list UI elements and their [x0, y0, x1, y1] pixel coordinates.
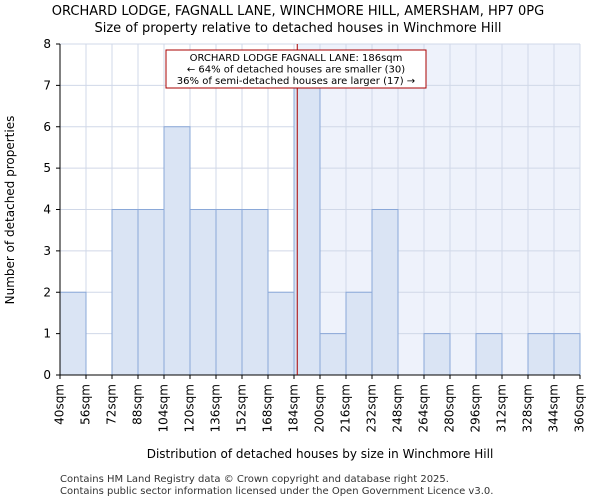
x-tick-label: 72sqm — [105, 384, 119, 425]
x-tick-label: 120sqm — [183, 384, 197, 432]
annotation-line: 36% of semi-detached houses are larger (… — [177, 76, 415, 87]
y-tick-label: 1 — [43, 327, 51, 341]
histogram-bar — [215, 209, 243, 376]
x-tick-label: 264sqm — [417, 384, 431, 432]
y-axis-label: Number of detached properties — [3, 116, 17, 305]
x-tick-label: 312sqm — [495, 384, 509, 432]
histogram-bar — [527, 333, 555, 376]
histogram-bar — [189, 209, 217, 376]
histogram-bar — [553, 333, 581, 376]
histogram-bar — [423, 333, 451, 376]
y-tick-label: 3 — [43, 244, 51, 258]
histogram-bar — [163, 126, 191, 376]
y-tick-label: 6 — [43, 120, 51, 134]
histogram-bar — [319, 333, 347, 376]
x-tick-label: 40sqm — [53, 384, 67, 425]
x-tick-label: 56sqm — [79, 384, 93, 425]
y-tick-label: 2 — [43, 285, 51, 299]
x-tick-label: 232sqm — [365, 384, 379, 432]
x-tick-label: 104sqm — [157, 384, 171, 432]
histogram-bar — [293, 84, 321, 376]
histogram-bar — [137, 209, 165, 376]
x-tick-label: 88sqm — [131, 384, 145, 425]
histogram-bar — [59, 291, 87, 376]
y-tick-label: 8 — [43, 37, 51, 51]
y-tick-label: 7 — [43, 78, 51, 92]
x-tick-label: 328sqm — [521, 384, 535, 432]
plot-area: 0 1 2 3 4 5 6 7 8 40sqm 56sqm 72sqm 88sqm 104sqm 120sq… — [43, 37, 586, 432]
histogram-bar — [345, 291, 373, 376]
x-axis-label: Distribution of detached houses by size … — [147, 447, 494, 461]
x-tick-label: 184sqm — [287, 384, 301, 432]
x-tick-label: 216sqm — [339, 384, 353, 432]
annotation-line: ORCHARD LODGE FAGNALL LANE: 186sqm — [190, 53, 403, 64]
x-tick-label: 280sqm — [443, 384, 457, 432]
chart-title: ORCHARD LODGE, FAGNALL LANE, WINCHMORE H… — [52, 4, 544, 19]
x-tick-label: 136sqm — [209, 384, 223, 432]
x-tick-label: 296sqm — [469, 384, 483, 432]
y-tick-label: 4 — [43, 203, 51, 217]
annotation-box — [165, 49, 427, 89]
x-tick-label: 344sqm — [547, 384, 561, 432]
y-tick-label: 0 — [43, 368, 51, 382]
histogram-bar — [371, 209, 399, 376]
chart-subtitle: Size of property relative to detached ho… — [94, 21, 501, 36]
x-tick-label: 360sqm — [573, 384, 587, 432]
x-tick-label: 200sqm — [313, 384, 327, 432]
histogram-bar — [111, 209, 139, 376]
footer-line-1: Contains HM Land Registry data © Crown c… — [60, 474, 449, 485]
x-tick-label: 168sqm — [261, 384, 275, 432]
histogram-bar — [267, 291, 295, 376]
histogram-bar — [241, 209, 269, 376]
x-tick-label: 152sqm — [235, 384, 249, 432]
footer-line-2: Contains public sector information licen… — [60, 486, 493, 497]
y-tick-label: 5 — [43, 161, 51, 175]
histogram-bar — [475, 333, 503, 376]
annotation-line: ← 64% of detached houses are smaller (30… — [187, 65, 405, 76]
x-tick-label: 248sqm — [391, 384, 405, 432]
